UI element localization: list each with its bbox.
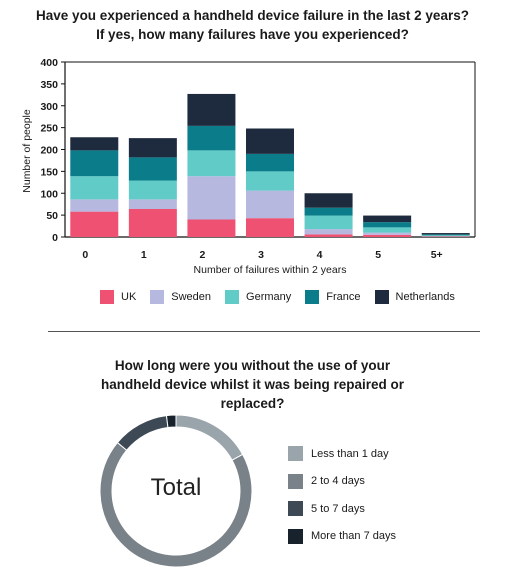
bar-segment-germany	[246, 171, 294, 191]
y-tick-label: 0	[52, 232, 58, 244]
donut-legend-item-less-than-1-day: Less than 1 day	[288, 440, 396, 468]
bar-segment-uk	[187, 219, 236, 237]
bar-segment-france	[128, 157, 177, 181]
bar-segment-sweden	[363, 232, 412, 235]
x-tick-label: 3	[258, 249, 264, 261]
legend-swatch-uk	[100, 290, 114, 304]
bar-segment-netherlands	[70, 137, 119, 151]
bar-segment-uk	[363, 234, 412, 237]
x-tick-label: 4	[317, 249, 323, 261]
y-tick-label: 300	[40, 101, 58, 113]
bar-segment-sweden	[70, 199, 119, 212]
bar-segment-sweden	[304, 229, 353, 235]
legend-label-france: France	[326, 291, 361, 303]
legend-label-sweden: Sweden	[171, 291, 212, 303]
bar-segment-netherlands	[363, 215, 412, 223]
bar-segment-germany	[304, 215, 353, 230]
bar-segment-germany	[187, 150, 236, 177]
donut-legend-swatch	[288, 446, 303, 462]
donut-legend-label: 5 to 7 days	[311, 502, 365, 515]
donut-legend: Less than 1 day 2 to 4 days 5 to 7 days …	[288, 440, 396, 550]
bar-segment-france	[187, 125, 236, 151]
bar-segment-uk	[128, 209, 177, 237]
bar-segment-germany	[363, 227, 412, 233]
y-tick-label: 50	[46, 210, 58, 222]
bar-chart-legend: UK Sweden Germany France Netherlands	[100, 290, 469, 304]
bar-segment-netherlands	[421, 233, 470, 235]
legend-swatch-germany	[225, 290, 240, 304]
donut-legend-swatch	[288, 501, 303, 517]
donut-center-label: Total	[150, 474, 202, 501]
bar-segment-netherlands	[128, 138, 177, 158]
bar-segment-france	[421, 234, 470, 236]
legend-swatch-france	[305, 290, 320, 304]
donut-legend-swatch	[288, 473, 303, 489]
bar-segment-france	[246, 153, 294, 172]
legend-item-germany: Germany	[225, 290, 291, 304]
bar-chart-title-line: Have you experienced a handheld device f…	[36, 8, 469, 23]
bar-segment-uk	[246, 218, 294, 237]
bar-segment-germany	[421, 235, 470, 237]
donut-slice-2-to-4-days	[99, 441, 253, 568]
x-tick-label: 5+	[431, 249, 443, 261]
x-tick-label: 1	[141, 249, 147, 261]
legend-item-sweden: Sweden	[150, 290, 211, 304]
y-tick-label: 250	[40, 123, 58, 135]
legend-swatch-sweden	[150, 290, 165, 304]
bar-segment-france	[304, 207, 353, 216]
donut-slice-more-than-7-days	[165, 414, 177, 429]
bar-segment-germany	[70, 176, 119, 200]
legend-item-france: France	[305, 290, 361, 304]
donut-slice-5-to-7-days	[116, 415, 169, 451]
donut-legend-item-2-to-4-days: 2 to 4 days	[288, 468, 396, 496]
bar-segment-sweden	[246, 190, 294, 219]
x-tick-label: 2	[200, 249, 206, 261]
stacked-bar-chart: Number of people Number of failures with…	[21, 57, 476, 276]
legend-swatch-netherlands	[374, 290, 389, 304]
bar-segment-uk	[70, 211, 119, 237]
bar-segment-netherlands	[246, 128, 294, 154]
legend-label-germany: Germany	[246, 291, 292, 303]
donut-legend-item-more-than-7-days: More than 7 days	[288, 523, 396, 551]
y-tick-label: 350	[40, 79, 58, 91]
donut-slice-less-than-1-day	[175, 414, 244, 461]
bar-segment-france	[70, 150, 119, 177]
legend-item-uk: UK	[100, 290, 136, 304]
x-tick-label: 5	[375, 249, 381, 261]
legend-item-netherlands: Netherlands	[374, 290, 455, 304]
bar-segment-sweden	[187, 176, 236, 220]
y-tick-label: 150	[40, 166, 58, 178]
donut-legend-label: More than 7 days	[311, 530, 396, 543]
y-axis-label: Number of people	[21, 109, 33, 193]
y-tick-label: 400	[40, 57, 58, 69]
bar-segment-uk	[304, 234, 353, 237]
x-axis-label: Number of failures within 2 years	[194, 264, 347, 276]
donut-chart-title: How long were you without the use of you…	[100, 358, 405, 411]
x-tick-label: 0	[82, 249, 88, 261]
donut-legend-label: Less than 1 day	[311, 447, 389, 460]
bar-segment-germany	[128, 180, 177, 200]
donut-legend-label: 2 to 4 days	[311, 475, 365, 488]
legend-label-netherlands: Netherlands	[395, 291, 455, 303]
donut-legend-swatch	[288, 528, 303, 544]
bar-segment-sweden	[128, 199, 177, 209]
y-tick-label: 100	[40, 188, 58, 200]
section-divider	[48, 331, 480, 332]
bar-segment-netherlands	[304, 193, 353, 208]
bar-segment-france	[363, 222, 412, 228]
bar-chart-title: Have you experienced a handheld device f…	[0, 6, 505, 44]
bar-chart-subtitle: If yes, how many failures have you exper…	[96, 27, 409, 42]
legend-label-uk: UK	[121, 291, 137, 303]
donut-legend-item-5-to-7-days: 5 to 7 days	[288, 495, 396, 523]
bar-segment-netherlands	[187, 93, 236, 126]
y-tick-label: 200	[40, 145, 58, 157]
